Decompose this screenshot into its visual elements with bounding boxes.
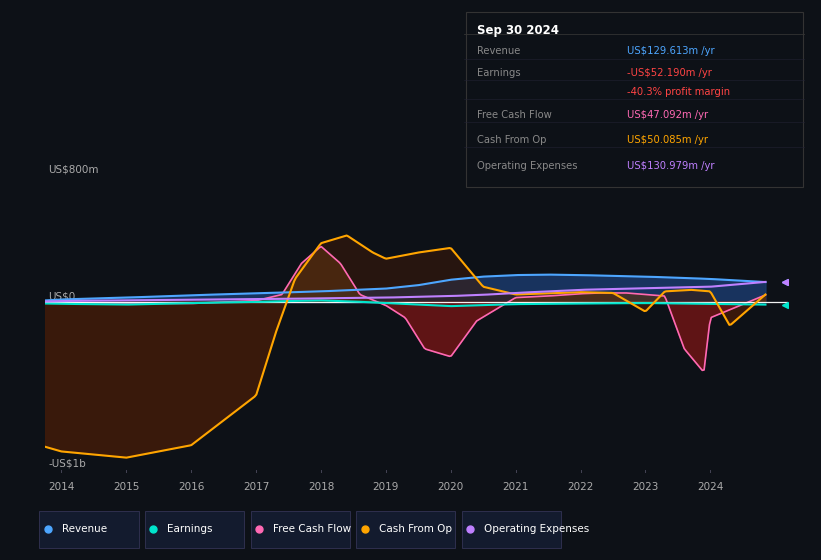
Text: Sep 30 2024: Sep 30 2024 [478, 24, 559, 36]
Text: Free Cash Flow: Free Cash Flow [273, 524, 351, 534]
Text: 2020: 2020 [438, 482, 464, 492]
Text: US$47.092m /yr: US$47.092m /yr [627, 110, 709, 120]
Text: US$800m: US$800m [48, 165, 99, 175]
Text: 2021: 2021 [502, 482, 529, 492]
FancyBboxPatch shape [145, 511, 244, 548]
Text: Free Cash Flow: Free Cash Flow [478, 110, 553, 120]
FancyBboxPatch shape [356, 511, 456, 548]
Text: Operating Expenses: Operating Expenses [478, 161, 578, 171]
Text: 2023: 2023 [632, 482, 658, 492]
Text: 2022: 2022 [567, 482, 594, 492]
Text: Cash From Op: Cash From Op [478, 135, 547, 144]
Text: US$0: US$0 [48, 291, 76, 301]
FancyBboxPatch shape [462, 511, 562, 548]
Text: US$50.085m /yr: US$50.085m /yr [627, 135, 709, 144]
FancyBboxPatch shape [466, 12, 803, 186]
Text: -US$1b: -US$1b [48, 459, 86, 469]
Text: 2014: 2014 [48, 482, 75, 492]
Text: Revenue: Revenue [62, 524, 107, 534]
FancyBboxPatch shape [250, 511, 350, 548]
Text: -US$52.190m /yr: -US$52.190m /yr [627, 68, 713, 78]
Text: US$130.979m /yr: US$130.979m /yr [627, 161, 715, 171]
Text: 2024: 2024 [697, 482, 723, 492]
Text: 2017: 2017 [243, 482, 269, 492]
Text: Earnings: Earnings [478, 68, 521, 78]
Text: 2019: 2019 [373, 482, 399, 492]
Text: Operating Expenses: Operating Expenses [484, 524, 589, 534]
Text: 2018: 2018 [308, 482, 334, 492]
Text: Revenue: Revenue [478, 46, 521, 57]
Text: US$129.613m /yr: US$129.613m /yr [627, 46, 715, 57]
FancyBboxPatch shape [39, 511, 139, 548]
Text: 2016: 2016 [178, 482, 204, 492]
Text: 2015: 2015 [113, 482, 140, 492]
Text: Earnings: Earnings [167, 524, 213, 534]
Text: Cash From Op: Cash From Op [378, 524, 452, 534]
Text: -40.3% profit margin: -40.3% profit margin [627, 87, 731, 97]
